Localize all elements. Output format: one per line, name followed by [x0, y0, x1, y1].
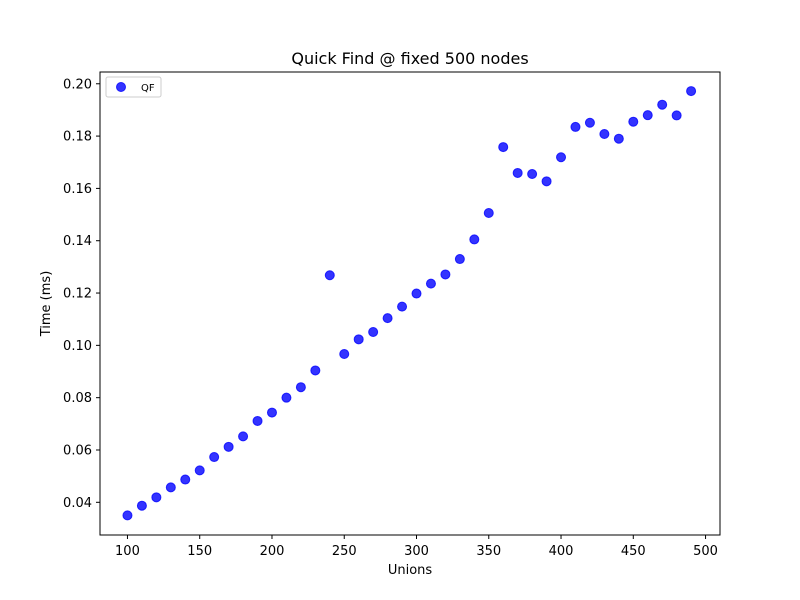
data-points [122, 86, 697, 521]
data-point[interactable] [671, 110, 682, 121]
data-point[interactable] [498, 142, 509, 153]
data-point[interactable] [512, 167, 523, 178]
data-point[interactable] [541, 176, 552, 187]
y-axis-label: Time (ms) [39, 271, 54, 338]
data-point[interactable] [209, 452, 220, 463]
data-point[interactable] [556, 152, 567, 163]
data-point[interactable] [628, 116, 639, 127]
data-point[interactable] [136, 500, 147, 511]
axes-frame [99, 71, 721, 536]
data-point[interactable] [368, 327, 379, 338]
y-tick-label: 0.06 [63, 443, 92, 458]
data-point[interactable] [397, 301, 408, 312]
data-point[interactable] [310, 365, 321, 376]
data-point[interactable] [223, 441, 234, 452]
data-point[interactable] [180, 474, 191, 485]
x-tick-label: 350 [476, 544, 501, 559]
data-point[interactable] [324, 270, 335, 281]
legend-marker [116, 82, 126, 92]
data-point[interactable] [686, 86, 697, 97]
x-tick-label: 500 [693, 544, 718, 559]
y-tick-label: 0.04 [63, 496, 92, 511]
data-point[interactable] [151, 492, 162, 503]
x-tick-label: 400 [549, 544, 574, 559]
data-point[interactable] [425, 278, 436, 289]
data-point[interactable] [613, 133, 624, 144]
data-point[interactable] [382, 313, 393, 324]
legend-label-qf: QF [141, 83, 155, 94]
data-point[interactable] [584, 117, 595, 128]
x-tick-label: 100 [115, 544, 140, 559]
chart-title: Quick Find @ fixed 500 nodes [291, 49, 528, 68]
data-point[interactable] [165, 482, 176, 493]
x-tick-label: 150 [187, 544, 212, 559]
data-point[interactable] [194, 465, 205, 476]
data-point[interactable] [599, 128, 610, 139]
y-tick-label: 0.16 [63, 182, 92, 197]
data-point[interactable] [657, 99, 668, 110]
data-point[interactable] [266, 407, 277, 418]
y-tick-label: 0.14 [63, 234, 92, 249]
data-point[interactable] [570, 121, 581, 132]
y-tick-label: 0.12 [63, 287, 92, 302]
x-axis-label: Unions [388, 563, 433, 578]
x-tick-label: 200 [260, 544, 285, 559]
data-point[interactable] [642, 110, 653, 121]
data-point[interactable] [469, 234, 480, 245]
y-tick-label: 0.10 [63, 339, 92, 354]
y-tick-label: 0.08 [63, 391, 92, 406]
y-axis: 0.04 0.06 0.08 0.10 0.12 0.14 0.16 0.18 0.20 [63, 77, 100, 511]
data-point[interactable] [440, 269, 451, 280]
data-point[interactable] [122, 510, 133, 521]
data-point[interactable] [252, 415, 263, 426]
x-tick-label: 450 [621, 544, 646, 559]
data-point[interactable] [454, 254, 465, 265]
x-tick-label: 300 [404, 544, 429, 559]
y-tick-label: 0.20 [63, 77, 92, 92]
data-point[interactable] [411, 288, 422, 299]
legend[interactable]: QF [105, 76, 162, 98]
data-point[interactable] [527, 169, 538, 180]
x-tick-label: 250 [332, 544, 357, 559]
data-point[interactable] [281, 392, 292, 403]
y-tick-label: 0.18 [63, 130, 92, 145]
data-point[interactable] [339, 348, 350, 359]
data-point[interactable] [238, 431, 249, 442]
data-point[interactable] [353, 334, 364, 345]
legend-box [105, 76, 162, 98]
data-point[interactable] [295, 382, 306, 393]
data-point[interactable] [483, 207, 494, 218]
x-axis: 100 150 200 250 300 350 400 450 500 [115, 535, 718, 559]
